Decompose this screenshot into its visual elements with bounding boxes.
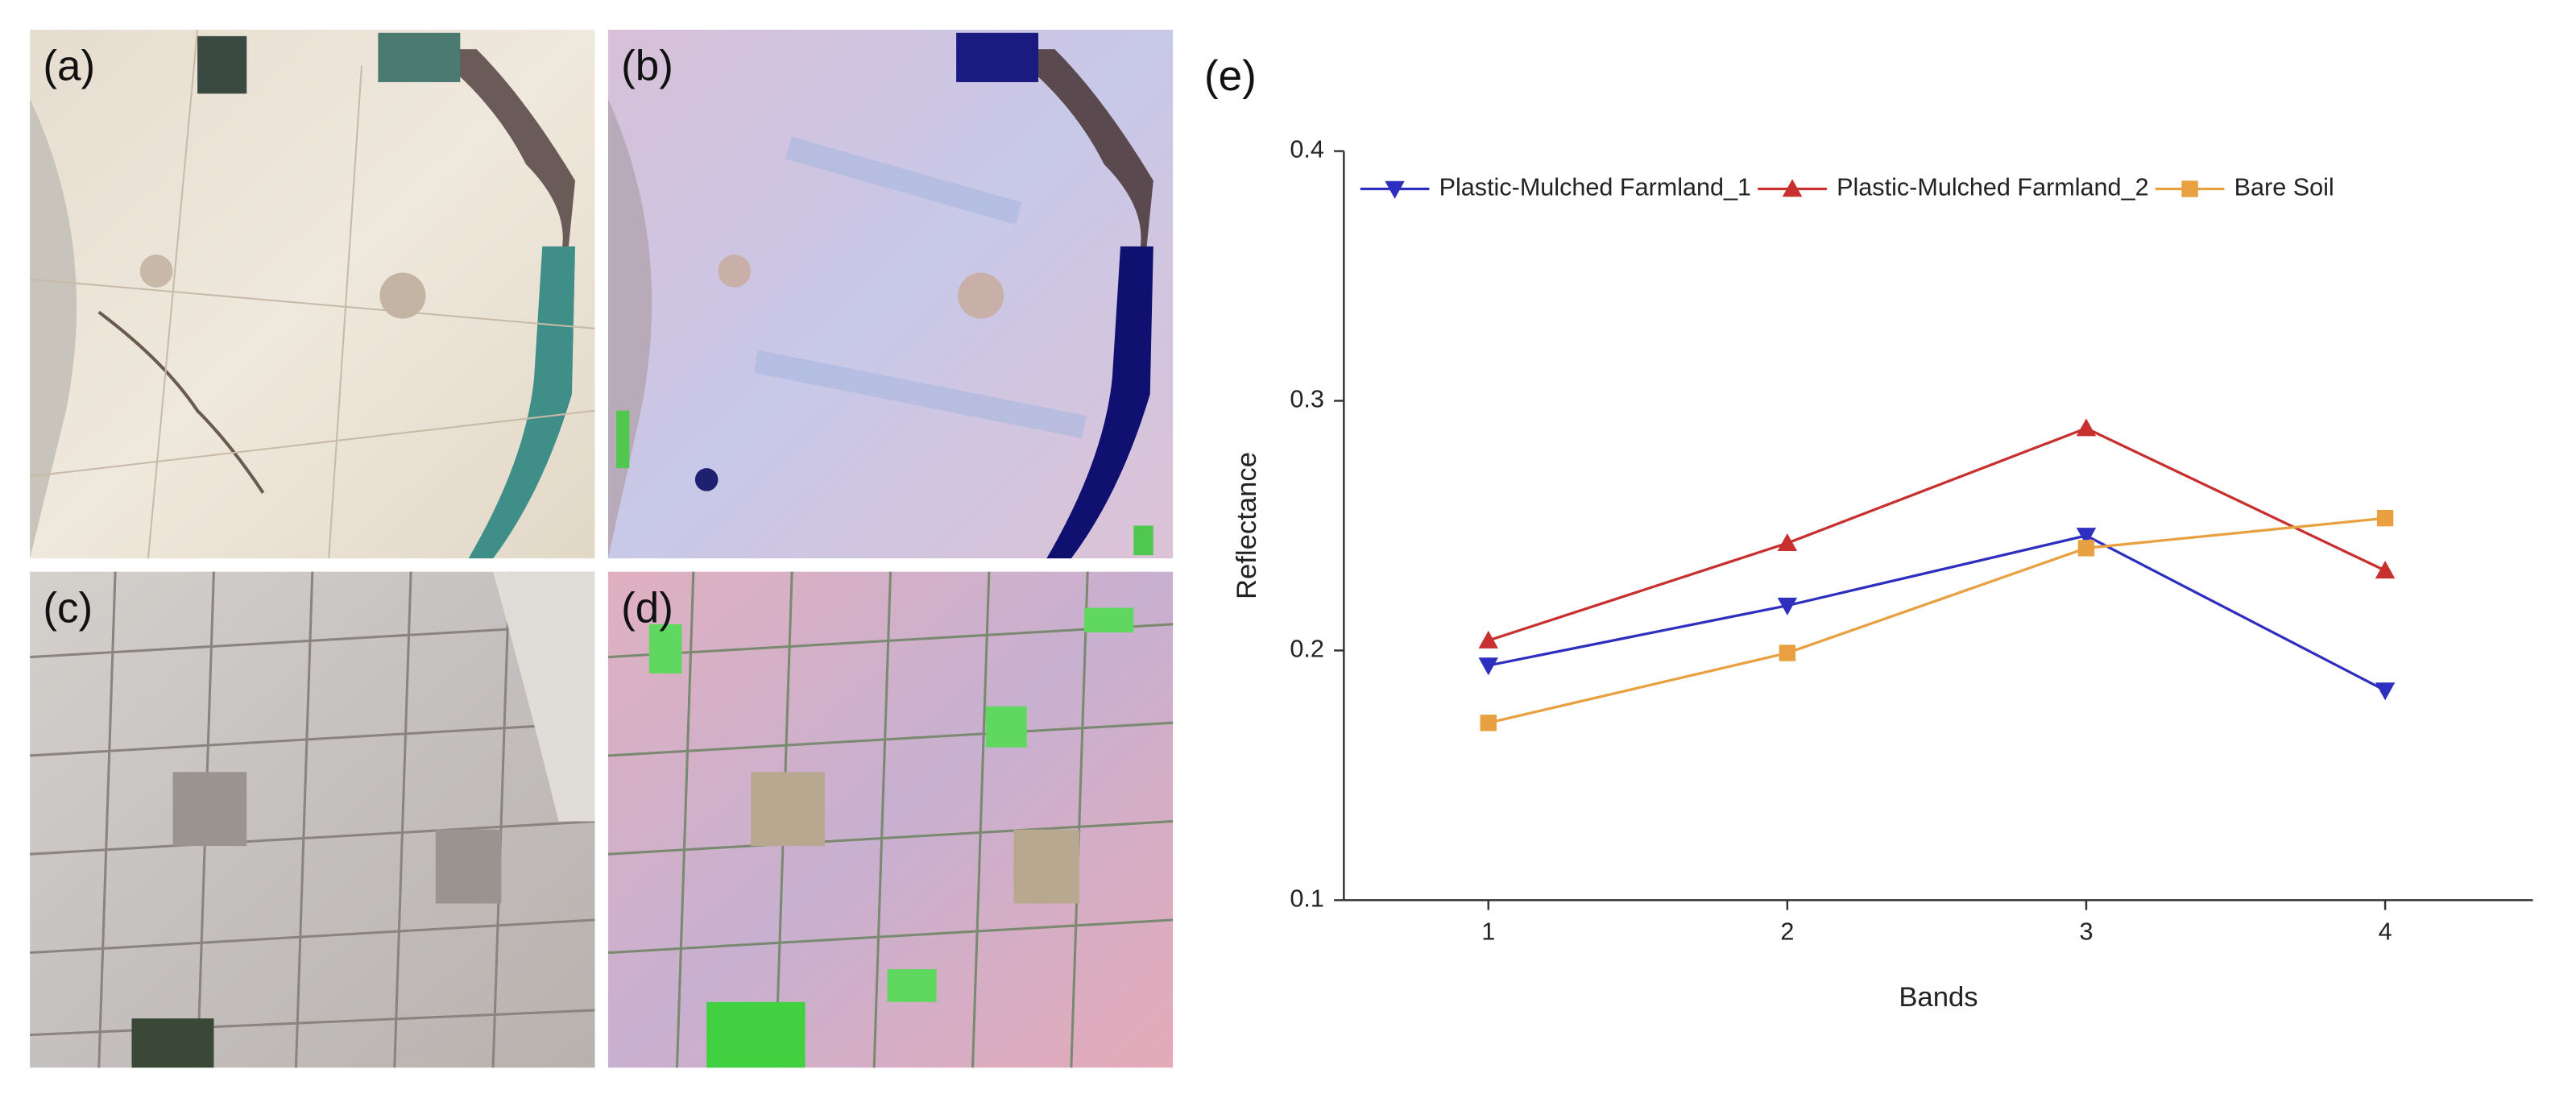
data-point bbox=[2375, 561, 2396, 579]
data-point bbox=[2076, 528, 2097, 546]
panel-label: (c) bbox=[43, 585, 93, 632]
image-d bbox=[607, 571, 1174, 1068]
data-point bbox=[2076, 418, 2097, 437]
panel-label: (e) bbox=[1204, 52, 1257, 100]
legend-marker bbox=[1385, 180, 1405, 199]
legend-label: Plastic-Mulched Farmland_1 bbox=[1439, 174, 1751, 201]
y-tick-label: 0.4 bbox=[1290, 136, 1324, 164]
data-point bbox=[1478, 630, 1498, 649]
legend-marker bbox=[2181, 180, 2198, 197]
x-tick-label: 4 bbox=[2379, 918, 2392, 945]
legend-marker bbox=[1782, 179, 1803, 197]
y-tick-label: 0.3 bbox=[1290, 386, 1324, 413]
x-tick-label: 1 bbox=[1481, 918, 1495, 945]
y-axis-label: Reflectance bbox=[1232, 452, 1262, 599]
panel-label: (a) bbox=[43, 43, 95, 90]
data-point bbox=[2375, 682, 2396, 701]
legend-label: Bare Soil bbox=[2234, 174, 2334, 201]
panel-label: (d) bbox=[621, 585, 673, 632]
data-point bbox=[1478, 657, 1498, 676]
data-point bbox=[1777, 532, 1798, 551]
series-line bbox=[1488, 516, 2386, 724]
series-line bbox=[1488, 534, 2386, 692]
image-c bbox=[30, 571, 595, 1068]
x-tick-label: 3 bbox=[2079, 918, 2093, 945]
x-tick-label: 2 bbox=[1780, 918, 1794, 945]
data-point bbox=[2376, 509, 2394, 527]
panel-label: (b) bbox=[621, 43, 673, 90]
image-b bbox=[607, 29, 1174, 559]
x-axis-label: Bands bbox=[1899, 982, 1978, 1013]
image-a bbox=[30, 29, 595, 559]
data-point bbox=[1777, 597, 1798, 615]
y-tick-label: 0.1 bbox=[1290, 885, 1324, 912]
data-point bbox=[1779, 644, 1796, 661]
y-tick-label: 0.2 bbox=[1290, 636, 1324, 663]
legend-label: Plastic-Mulched Farmland_2 bbox=[1837, 174, 2148, 201]
data-point bbox=[1480, 715, 1497, 731]
data-point bbox=[2077, 540, 2095, 557]
series-line bbox=[1488, 426, 2386, 642]
